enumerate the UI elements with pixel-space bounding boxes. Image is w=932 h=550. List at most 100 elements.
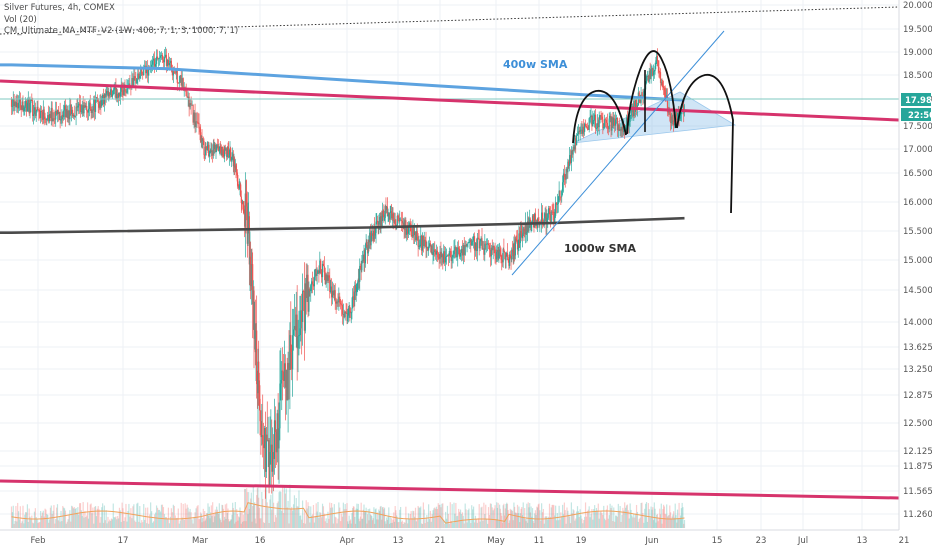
volume-bar — [498, 520, 500, 528]
volume-bar — [340, 513, 343, 528]
volume-bar — [361, 518, 363, 528]
candle-body — [620, 128, 622, 131]
volume-bar — [280, 492, 282, 528]
volume-bar — [489, 503, 491, 528]
ma-indicator-label[interactable]: CM_Ultimate_MA_MTF_V2 (1W, 400, 7, 1, 3,… — [4, 26, 239, 36]
volume-bar — [134, 520, 136, 528]
volume-bar — [190, 512, 192, 528]
candle-body — [311, 281, 313, 286]
volume-bar — [467, 510, 469, 528]
volume-bar — [34, 508, 36, 528]
volume-bar — [154, 512, 157, 528]
volume-bar — [132, 506, 134, 528]
volume-bar — [330, 507, 332, 528]
time-tick-label: 13 — [857, 536, 868, 546]
candle-body — [86, 105, 88, 111]
volume-bar — [503, 503, 505, 528]
volume-bar — [563, 502, 565, 528]
candle-body — [478, 238, 480, 249]
volume-bar — [422, 502, 424, 528]
candle-body — [79, 104, 82, 112]
volume-indicator-label[interactable]: Vol (20) — [4, 14, 37, 25]
candle-body — [330, 286, 333, 298]
volume-bar — [139, 506, 141, 528]
candle-body — [584, 123, 587, 127]
candle-body — [667, 111, 669, 113]
volume-bar — [320, 512, 322, 528]
volume-bar — [550, 507, 552, 528]
symbol-title[interactable]: Silver Futures, 4h, COMEX — [4, 3, 115, 13]
candle-body — [524, 231, 526, 235]
volume-bar — [364, 511, 366, 528]
volume-bar — [115, 516, 117, 528]
volume-bar — [502, 505, 504, 528]
volume-bar — [70, 521, 72, 528]
volume-bar — [481, 506, 483, 528]
volume-bar — [551, 504, 553, 528]
volume-bar — [368, 520, 370, 528]
candle-body — [273, 420, 276, 460]
candle-body — [388, 213, 390, 215]
volume-bar — [654, 508, 656, 528]
volume-bar — [155, 505, 158, 528]
price-axis[interactable]: 20.00019.50019.00018.50018.00017.50017.0… — [898, 0, 932, 550]
candle-body — [536, 221, 538, 228]
candle-body — [369, 232, 371, 246]
volume-bar — [674, 503, 676, 528]
candle-body — [654, 66, 656, 71]
time-axis[interactable]: Feb 17 Mar 16 Apr 13 21 May 11 19 Jun 15 23 Jul 13 21 — [0, 529, 909, 546]
volume-bar — [105, 510, 107, 528]
candle-body — [438, 257, 440, 259]
candle-body — [578, 131, 580, 133]
candle-body — [144, 65, 146, 68]
candle-body — [27, 98, 29, 103]
candle-body — [187, 96, 189, 98]
volume-bar — [340, 521, 342, 528]
volume-bar — [392, 519, 394, 528]
candle-body — [274, 420, 277, 433]
volume-bar — [278, 492, 280, 528]
volume-bar — [79, 503, 81, 528]
candle-body — [576, 134, 579, 136]
volume-bar — [506, 502, 508, 528]
candle-body — [336, 301, 338, 304]
volume-bar — [228, 521, 230, 528]
volume-bar — [332, 523, 335, 528]
candle-body — [652, 68, 654, 76]
candle-body — [439, 251, 441, 259]
blue-rising-trend-line — [511, 30, 725, 276]
volume-bar — [526, 503, 528, 528]
candle-body — [495, 256, 497, 260]
candle-body — [676, 112, 679, 120]
candle-body — [460, 248, 463, 253]
volume-bar — [330, 503, 333, 528]
volume-bar — [575, 518, 577, 528]
candle-body — [91, 109, 93, 113]
candle-body — [147, 66, 149, 76]
candle-body — [528, 225, 530, 231]
volume-bar — [606, 505, 608, 528]
candle-body — [531, 215, 534, 223]
volume-bar — [333, 504, 335, 528]
candle-body — [446, 255, 449, 257]
candle-body — [117, 93, 119, 98]
candle-body — [613, 118, 615, 126]
volume-bar — [193, 516, 195, 528]
candle-body — [123, 84, 125, 95]
candle-body — [406, 227, 408, 235]
volume-bar — [221, 504, 223, 528]
candle-body — [393, 220, 396, 223]
volume-bars — [10, 484, 686, 528]
volume-bar — [544, 516, 546, 528]
candle-body — [556, 204, 558, 205]
volume-bar — [234, 523, 236, 528]
candle-body — [371, 233, 374, 236]
volume-bar — [627, 510, 629, 528]
volume-bar — [626, 504, 629, 528]
volume-bar — [420, 506, 422, 528]
candle-body — [253, 290, 255, 339]
volume-bar — [635, 513, 637, 528]
candle-body — [595, 128, 598, 130]
candle-body — [87, 108, 90, 113]
